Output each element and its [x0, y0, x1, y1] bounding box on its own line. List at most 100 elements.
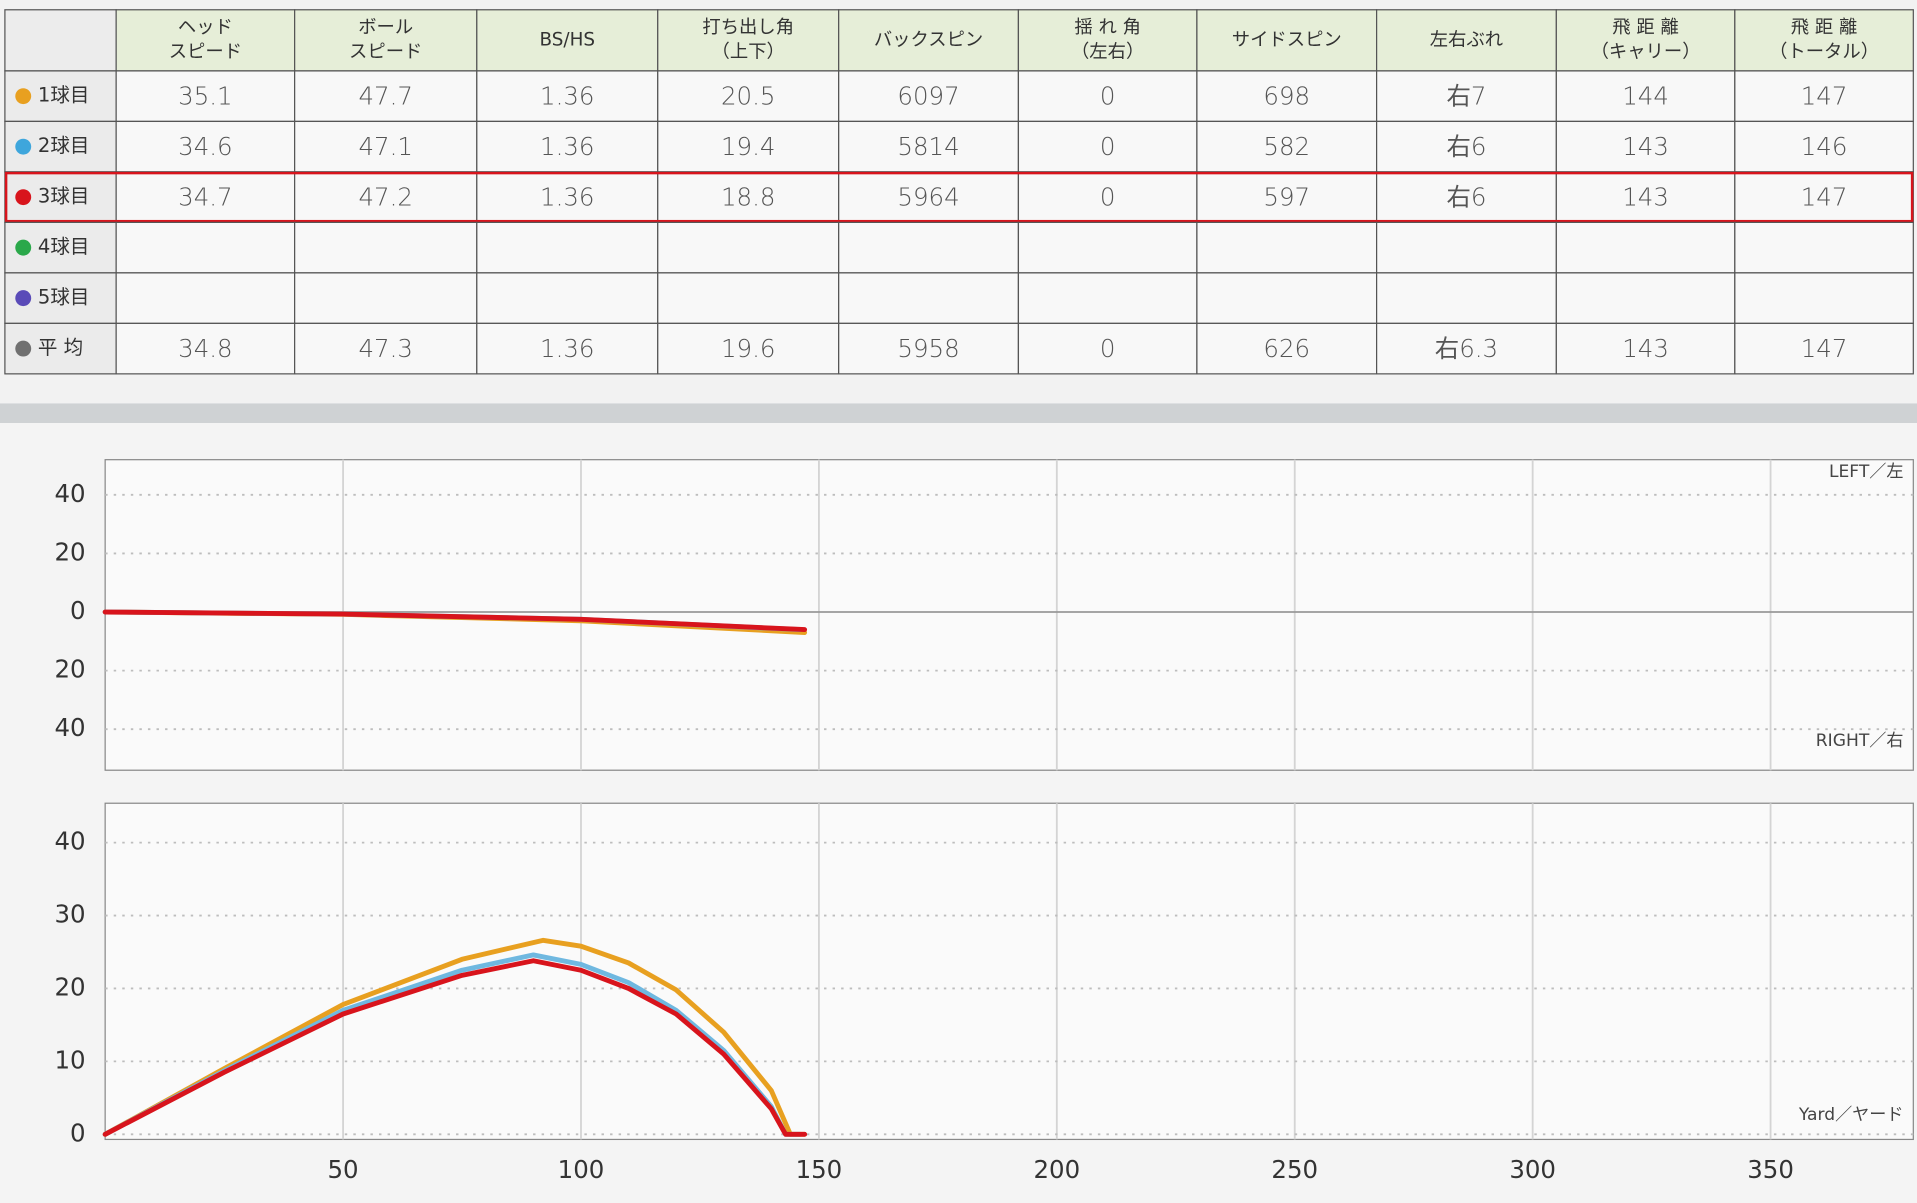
cell-text: 698 [1263, 81, 1310, 110]
cell [838, 272, 1020, 324]
header-corner [4, 9, 117, 72]
cell [1196, 221, 1378, 274]
cell [1734, 70, 1914, 123]
header-text: 左右ぶれ [1430, 29, 1503, 50]
cell [1376, 221, 1557, 274]
header-text: （左右） [1071, 42, 1144, 63]
cell [1555, 221, 1736, 274]
cell-text: 143 [1622, 182, 1669, 211]
header-text: バックスピン [874, 29, 983, 50]
plot-area [104, 802, 1914, 1141]
x-tick-label: 50 [328, 1155, 359, 1184]
row-highlight [4, 171, 1914, 223]
cell [115, 70, 296, 123]
cell [294, 171, 478, 223]
header-cell [1196, 9, 1378, 72]
cell [476, 221, 659, 274]
cell [1555, 322, 1736, 375]
cell [838, 120, 1020, 173]
cell [294, 272, 478, 324]
cell-text: 34.8 [178, 334, 232, 363]
y-tick-label: 10 [54, 1045, 85, 1074]
y-tick-label: 40 [54, 827, 85, 856]
cell [294, 70, 478, 123]
cell [1376, 322, 1557, 375]
cell [115, 272, 296, 324]
cell-text: 35.1 [178, 81, 232, 110]
header-cell [1376, 9, 1557, 72]
cell-text: 144 [1622, 81, 1669, 110]
cell-text: 34.6 [178, 132, 232, 161]
cell [1196, 70, 1378, 123]
cell [115, 120, 296, 173]
cell [1734, 120, 1914, 173]
cell-text: 626 [1263, 334, 1310, 363]
row-label: 1球目 [38, 84, 90, 107]
x-tick-label: 100 [558, 1155, 605, 1184]
cell-text: 47.2 [359, 182, 413, 211]
x-tick-label: 350 [1747, 1155, 1794, 1184]
row-label: 平 均 [38, 336, 83, 359]
header-text: ヘッド [178, 17, 233, 38]
cell [115, 322, 296, 375]
y-tick-label: 20 [54, 655, 85, 684]
header-cell [1734, 9, 1914, 72]
cell-text: 20.5 [721, 81, 775, 110]
y-tick-label: 0 [70, 596, 86, 625]
cell [1196, 272, 1378, 324]
header-cell [838, 9, 1020, 72]
y-tick-label: 20 [54, 537, 85, 566]
cell [115, 171, 296, 223]
cell-text: 1.36 [540, 334, 594, 363]
x-tick-label: 250 [1271, 1155, 1318, 1184]
cell-text: 147 [1801, 81, 1848, 110]
cell [294, 322, 478, 375]
cell [1376, 171, 1557, 223]
cell [115, 221, 296, 274]
cell-text: 5814 [897, 132, 959, 161]
row-label: 3球目 [38, 185, 90, 208]
row-dot [15, 239, 32, 256]
y-tick-label: 40 [54, 479, 85, 508]
header-cell [657, 9, 840, 72]
cell-text: 5964 [897, 182, 959, 211]
x-tick-label: 200 [1033, 1155, 1080, 1184]
cell [476, 70, 659, 123]
cell [1017, 120, 1198, 173]
cell [838, 221, 1020, 274]
cell-text: 右6.3 [1435, 334, 1498, 363]
cell [1734, 221, 1914, 274]
cell-text: 19.6 [721, 334, 775, 363]
cell-text: 47.1 [359, 132, 413, 161]
trajectory-line [102, 937, 808, 1137]
header-text: （キャリー） [1591, 42, 1701, 63]
y-tick-label: 20 [54, 972, 85, 1001]
x-tick-label: 150 [796, 1155, 843, 1184]
cell [1734, 322, 1914, 375]
cell [657, 322, 840, 375]
cell [657, 120, 840, 173]
cell [1555, 272, 1736, 324]
row-dot [15, 88, 32, 105]
row-dot [15, 189, 32, 206]
cell-text: 19.4 [721, 132, 775, 161]
cell-text: 0 [1100, 132, 1116, 161]
header-text: スピード [169, 42, 242, 63]
y-tick-label: 30 [54, 900, 85, 929]
cell-text: 47.7 [359, 81, 413, 110]
cell-text: 146 [1801, 132, 1848, 161]
cell [657, 272, 840, 324]
cell-text: 582 [1263, 132, 1310, 161]
header-text: スピード [349, 42, 422, 63]
annotation: LEFT／左 [1829, 462, 1904, 482]
row-dot [15, 138, 32, 155]
cell-text: 右6 [1446, 182, 1486, 211]
cell-text: 右7 [1446, 81, 1486, 110]
row-dot [15, 340, 32, 357]
cell [1734, 272, 1914, 324]
row-label: 5球目 [38, 286, 90, 309]
header-text: （トータル） [1769, 42, 1879, 63]
